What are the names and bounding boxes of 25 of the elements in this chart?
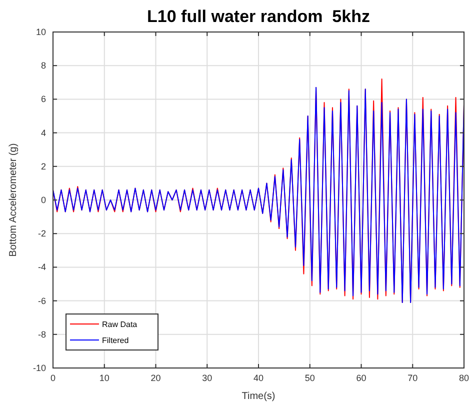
y-axis-title: Bottom Accelerometer (g) — [8, 143, 19, 257]
y-tick-label: -10 — [32, 363, 46, 373]
y-tick-label: 10 — [36, 27, 46, 37]
y-tick-label: -6 — [38, 296, 46, 306]
x-tick-label: 30 — [202, 373, 212, 383]
y-tick-label: -2 — [38, 228, 46, 239]
y-tick-label: -4 — [38, 262, 46, 272]
x-tick-label: 50 — [304, 373, 315, 383]
y-tick-label: -8 — [38, 329, 46, 340]
x-tick-label: 70 — [408, 373, 418, 383]
x-tick-label: 10 — [99, 373, 110, 383]
x-tick-label: 40 — [253, 373, 264, 383]
y-tick-label: 4 — [40, 128, 46, 138]
y-tick-label: 2 — [40, 161, 46, 172]
y-tick-label: 0 — [40, 195, 46, 205]
y-tick-label: 8 — [40, 60, 46, 71]
x-tick-label: 80 — [458, 373, 470, 383]
x-tick-label: 20 — [150, 373, 161, 383]
x-axis-title: Time(s) — [242, 391, 276, 402]
x-tick-label: 60 — [356, 373, 366, 383]
legend-label: Raw Data — [102, 320, 138, 329]
y-tick-label: 6 — [40, 94, 46, 104]
chart-title: L10 full water random 5khz — [147, 7, 370, 26]
legend-label: Filtered — [102, 336, 129, 345]
x-tick-label: 0 — [50, 373, 56, 383]
